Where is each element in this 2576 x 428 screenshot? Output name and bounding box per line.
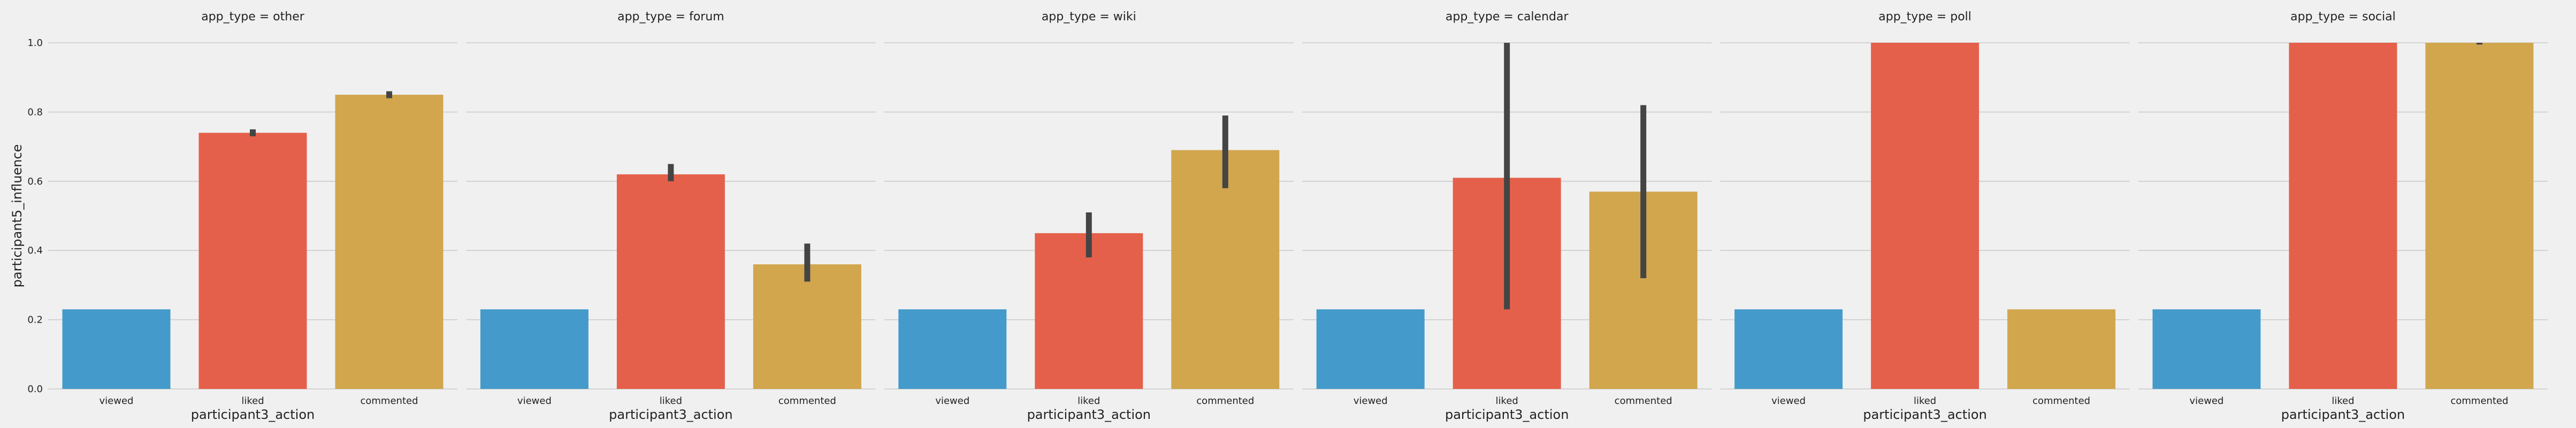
bar-viewed: [1734, 309, 1843, 389]
facet-panel: app_type = forum viewed liked commented part…: [466, 10, 876, 422]
y-tick-label: 1.0: [27, 37, 43, 49]
y-tick-label: 0.4: [27, 245, 43, 256]
bar-commented: [1171, 150, 1280, 389]
bar-liked: [616, 174, 725, 389]
panel-title: app_type = calendar: [1446, 10, 1569, 24]
x-tick-label: liked: [660, 395, 682, 407]
bar-commented: [753, 264, 861, 389]
x-tick-label: viewed: [935, 395, 969, 407]
x-tick-label: viewed: [2190, 395, 2224, 407]
bar-liked: [1871, 43, 1979, 389]
x-tick-label: viewed: [1354, 395, 1388, 407]
x-axis-label: participant3_action: [2281, 407, 2405, 422]
facet-panel: 0.0 0.2 0.4 0.6 0.8 1.0 app_type = other viewed…: [27, 10, 457, 422]
x-tick-label: viewed: [1771, 395, 1806, 407]
x-tick-label: commented: [2032, 395, 2090, 407]
bar-commented: [335, 95, 444, 389]
x-axis-label: participant3_action: [191, 407, 315, 422]
y-tick-label: 0.0: [27, 384, 43, 395]
x-tick-label: commented: [360, 395, 418, 407]
bar-viewed: [1316, 309, 1425, 389]
panel-title: app_type = forum: [617, 10, 724, 24]
facet-panel: app_type = calendar viewed liked commented p…: [1302, 10, 1712, 422]
bar-viewed: [898, 309, 1007, 389]
x-tick-label: commented: [1615, 395, 1672, 407]
panel-title: app_type = wiki: [1042, 10, 1136, 24]
x-tick-label: viewed: [517, 395, 552, 407]
bar-liked: [198, 133, 307, 389]
x-tick-label: commented: [778, 395, 836, 407]
x-axis-label: participant3_action: [609, 407, 732, 422]
x-tick-label: liked: [241, 395, 264, 407]
x-tick-label: liked: [1914, 395, 1936, 407]
x-axis-label: participant3_action: [1027, 407, 1151, 422]
bar-viewed: [2152, 309, 2261, 389]
y-tick-label: 0.2: [27, 315, 43, 326]
x-axis-label: participant3_action: [1445, 407, 1569, 422]
facet-panel: app_type = poll viewed liked commented parti…: [1720, 10, 2130, 422]
bar-liked: [2289, 43, 2397, 389]
panel-title: app_type = social: [2290, 10, 2396, 24]
x-tick-label: viewed: [100, 395, 134, 407]
x-tick-label: liked: [1496, 395, 1518, 407]
x-axis-label: participant3_action: [1863, 407, 1986, 422]
bar-viewed: [62, 309, 171, 389]
bar-commented: [2425, 43, 2534, 389]
panel-title: app_type = other: [201, 10, 305, 24]
y-tick-label: 0.8: [27, 106, 43, 118]
y-tick-label: 0.6: [27, 176, 43, 187]
bar-commented: [2007, 309, 2116, 389]
x-tick-label: liked: [1077, 395, 1100, 407]
x-tick-label: commented: [2450, 395, 2508, 407]
y-axis-label: participant5_influence: [10, 144, 25, 288]
bar-viewed: [480, 309, 588, 389]
x-tick-label: commented: [1196, 395, 1254, 407]
x-tick-label: liked: [2332, 395, 2354, 407]
panel-title: app_type = poll: [1878, 10, 1971, 24]
facet-panel: app_type = wiki viewed liked commented parti…: [884, 10, 1294, 422]
bar-liked: [1035, 233, 1143, 389]
facet-panel: app_type = social viewed liked commented par…: [2138, 10, 2548, 422]
